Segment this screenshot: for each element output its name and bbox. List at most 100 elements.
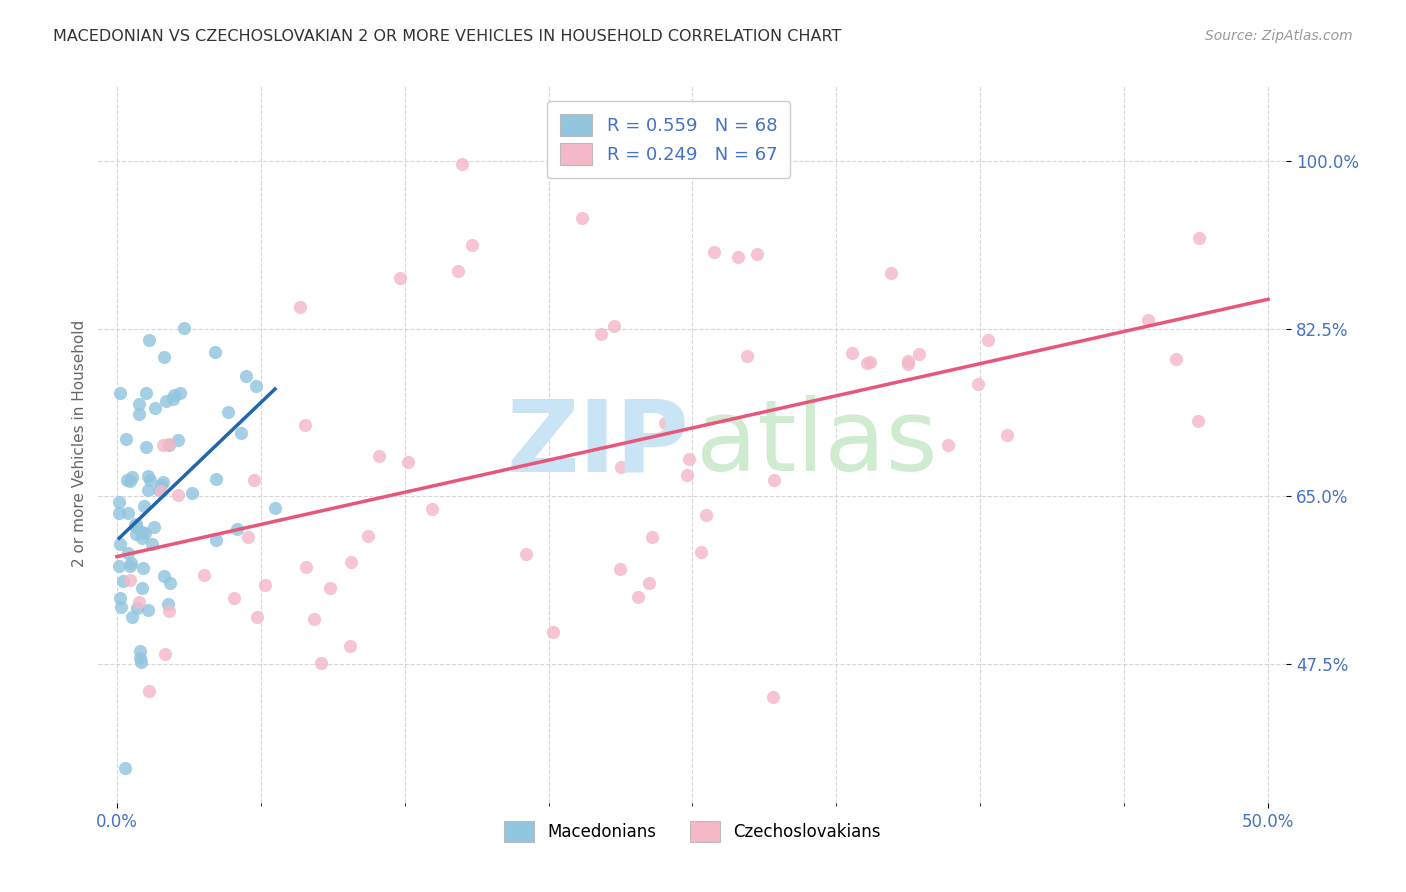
Point: [108, 495, 131, 509]
Point: [114, 761, 136, 775]
Point: [602, 319, 624, 334]
Point: [1137, 313, 1160, 327]
Point: [111, 574, 134, 589]
Point: [162, 392, 184, 406]
Text: atlas: atlas: [696, 395, 938, 492]
Point: [136, 603, 159, 617]
Point: [610, 459, 633, 474]
Point: [236, 530, 259, 544]
Point: [309, 656, 332, 670]
Point: [357, 528, 380, 542]
Point: [141, 536, 163, 550]
Point: [125, 601, 148, 615]
Point: [129, 655, 152, 669]
Point: [132, 561, 155, 575]
Point: [108, 386, 131, 401]
Point: [157, 437, 180, 451]
Point: [138, 333, 160, 347]
Point: [128, 407, 150, 421]
Point: [120, 559, 142, 574]
Point: [173, 321, 195, 335]
Point: [120, 556, 142, 570]
Point: [967, 377, 990, 392]
Point: [121, 610, 143, 624]
Point: [163, 388, 186, 402]
Point: [108, 507, 131, 521]
Point: [591, 327, 613, 342]
Point: [226, 522, 249, 536]
Point: [1164, 352, 1187, 367]
Point: [675, 468, 697, 483]
Point: [181, 486, 204, 500]
Point: [995, 428, 1018, 442]
Point: [125, 516, 148, 531]
Point: [737, 349, 759, 363]
Point: [288, 300, 311, 314]
Point: [243, 473, 266, 487]
Point: [118, 474, 141, 488]
Point: [108, 537, 131, 551]
Point: [626, 590, 648, 604]
Point: [543, 625, 565, 640]
Point: [880, 267, 903, 281]
Point: [205, 472, 228, 486]
Point: [121, 470, 143, 484]
Point: [135, 440, 157, 454]
Point: [136, 468, 159, 483]
Point: [115, 432, 138, 446]
Point: [396, 455, 419, 469]
Point: [193, 568, 215, 582]
Point: [134, 526, 156, 541]
Point: [128, 651, 150, 665]
Point: [132, 499, 155, 513]
Point: [153, 569, 176, 583]
Point: [762, 690, 785, 705]
Point: [254, 578, 277, 592]
Point: [148, 483, 170, 497]
Point: [217, 405, 239, 419]
Point: [159, 438, 181, 452]
Point: [136, 483, 159, 497]
Point: [690, 545, 713, 559]
Point: [461, 237, 484, 252]
Point: [108, 559, 131, 574]
Point: [135, 385, 157, 400]
Point: [641, 530, 664, 544]
Point: [1187, 414, 1209, 428]
Point: [515, 547, 537, 561]
Point: [319, 582, 342, 596]
Point: [897, 353, 920, 368]
Point: [125, 527, 148, 541]
Point: [124, 517, 146, 532]
Point: [340, 555, 363, 569]
Point: [977, 333, 1000, 347]
Y-axis label: 2 or more Vehicles in Household: 2 or more Vehicles in Household: [72, 320, 87, 567]
Point: [420, 501, 443, 516]
Point: [245, 379, 267, 393]
Point: [139, 474, 162, 488]
Point: [389, 270, 412, 285]
Point: [246, 610, 269, 624]
Point: [447, 264, 470, 278]
Point: [678, 451, 700, 466]
Point: [451, 156, 474, 170]
Point: [143, 520, 166, 534]
Point: [152, 438, 174, 452]
Point: [304, 612, 326, 626]
Point: [339, 639, 361, 653]
Point: [205, 533, 228, 547]
Point: [149, 483, 172, 498]
Point: [264, 501, 287, 516]
Point: [609, 562, 631, 576]
Point: [143, 401, 166, 415]
Point: [235, 369, 257, 384]
Point: [841, 346, 863, 360]
Point: [367, 450, 389, 464]
Point: [128, 595, 150, 609]
Point: [131, 524, 153, 539]
Text: Source: ZipAtlas.com: Source: ZipAtlas.com: [1205, 29, 1353, 43]
Point: [153, 350, 176, 364]
Point: [762, 473, 785, 487]
Point: [128, 397, 150, 411]
Point: [157, 604, 180, 618]
